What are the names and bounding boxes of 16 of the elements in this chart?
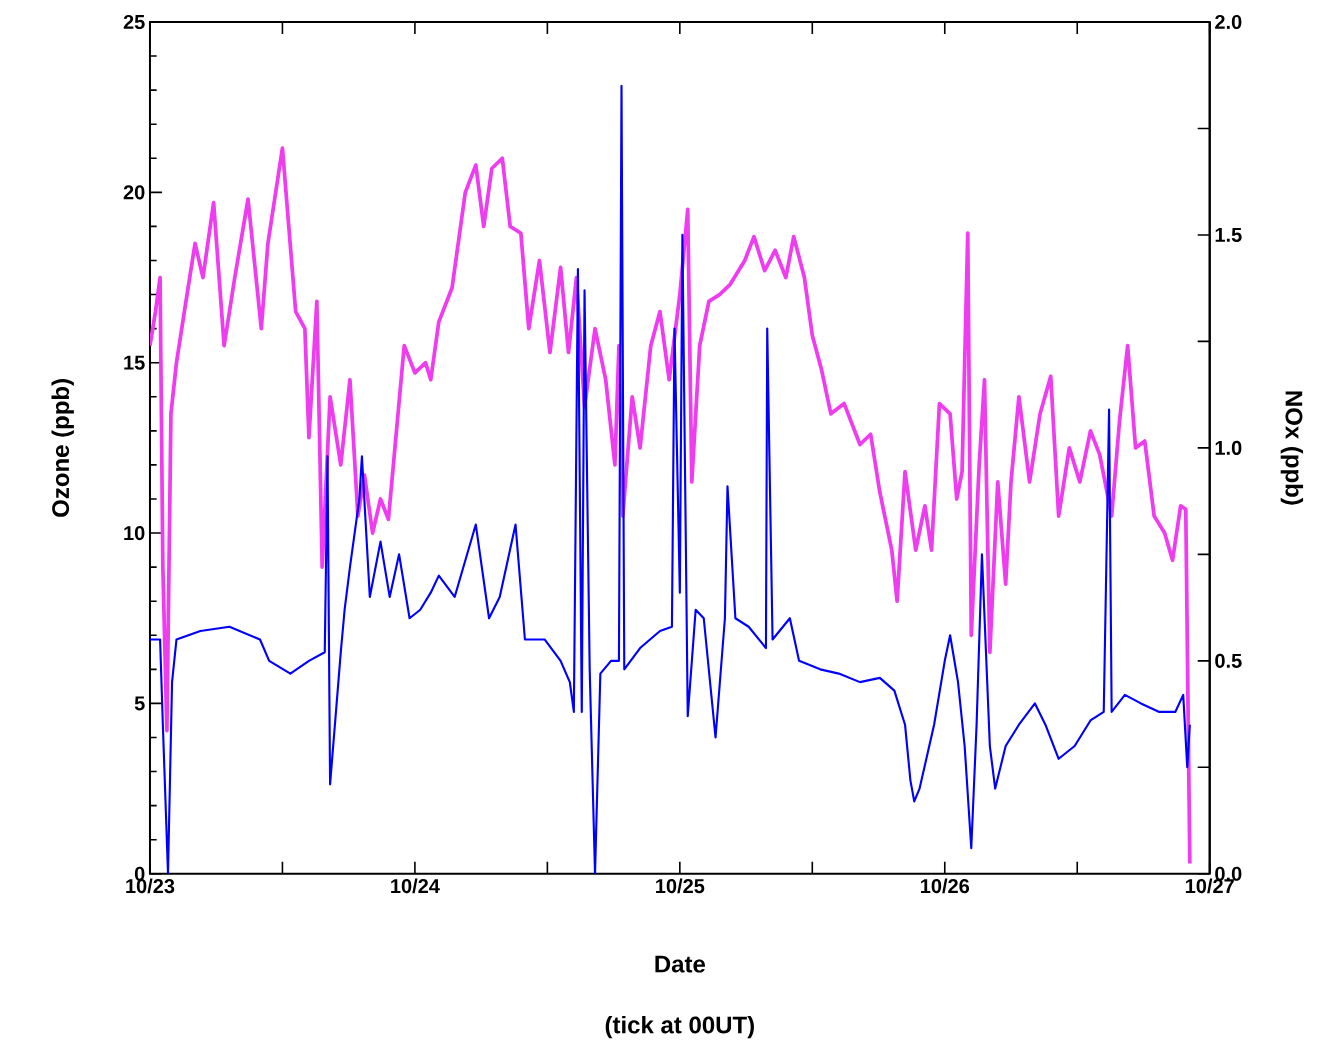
x-tick-label: 10/24 — [391, 878, 440, 894]
x-tick-label: 10/26 — [921, 878, 970, 894]
y-tick-label: 10 — [124, 526, 145, 541]
y-axis-title: Ozone (ppb) — [51, 379, 74, 517]
y-tick-label: 5 — [134, 696, 145, 711]
y-tick-label: 25 — [123, 15, 145, 30]
y-tick-label: 15 — [124, 355, 145, 370]
y-tick-label: 20 — [123, 185, 145, 200]
x-axis-title: Date — [655, 955, 706, 973]
y2-tick-label: 1.0 — [1215, 440, 1242, 456]
y2-axis-title: NOx (ppb) — [1280, 391, 1304, 505]
y2-tick-label: 2.0 — [1215, 15, 1242, 30]
y2-tick-label: 0.5 — [1215, 653, 1242, 669]
y2-tick-label: 1.5 — [1215, 228, 1242, 243]
text: (tick at 00UT) — [605, 1016, 754, 1039]
x-tick-label: 10/25 — [656, 878, 705, 894]
